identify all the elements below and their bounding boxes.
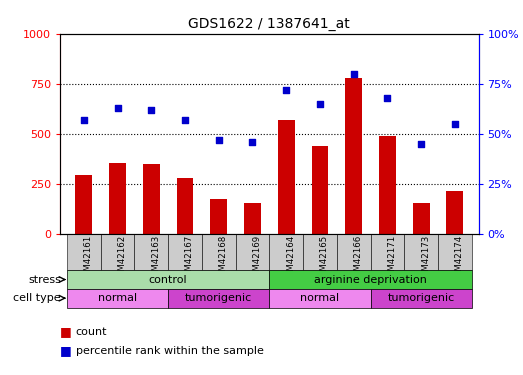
Text: GSM42164: GSM42164 [286, 235, 295, 282]
Point [316, 100, 324, 106]
Bar [210, 199, 227, 234]
Text: control: control [149, 274, 187, 285]
Bar [75, 175, 92, 234]
Text: tumorigenic: tumorigenic [388, 293, 455, 303]
Point [214, 136, 223, 142]
Text: GSM42173: GSM42173 [421, 235, 430, 282]
Bar [303, 234, 337, 270]
Bar [438, 234, 472, 270]
Point [349, 71, 358, 77]
Title: GDS1622 / 1387641_at: GDS1622 / 1387641_at [188, 17, 350, 32]
Bar [235, 234, 269, 270]
Point [79, 117, 88, 123]
Point [282, 87, 290, 93]
Text: stress: stress [28, 274, 61, 285]
Bar [134, 234, 168, 270]
Text: ■: ■ [60, 326, 72, 338]
Text: GSM42169: GSM42169 [253, 235, 262, 282]
Bar [269, 289, 371, 308]
Bar [447, 190, 463, 234]
Text: count: count [76, 327, 107, 337]
Text: percentile rank within the sample: percentile rank within the sample [76, 346, 264, 355]
Text: ■: ■ [60, 344, 72, 357]
Bar [312, 146, 328, 234]
Bar [100, 234, 134, 270]
Bar [413, 202, 429, 234]
Point [451, 121, 459, 127]
Point [147, 106, 155, 112]
Point [417, 141, 425, 147]
Bar [67, 234, 100, 270]
Text: GSM42166: GSM42166 [354, 235, 362, 282]
Bar [269, 234, 303, 270]
Bar [202, 234, 235, 270]
Point [248, 139, 257, 145]
Bar [345, 78, 362, 234]
Text: normal: normal [98, 293, 137, 303]
Text: GSM42167: GSM42167 [185, 235, 194, 282]
Bar [109, 163, 126, 234]
Bar [278, 120, 294, 234]
Bar [269, 270, 472, 289]
Point [113, 105, 122, 111]
Bar [143, 164, 160, 234]
Text: GSM42161: GSM42161 [84, 235, 93, 282]
Point [383, 95, 392, 101]
Text: GSM42171: GSM42171 [388, 235, 396, 282]
Bar [177, 178, 194, 234]
Text: GSM42163: GSM42163 [151, 235, 160, 282]
Text: cell type: cell type [13, 293, 61, 303]
Text: GSM42165: GSM42165 [320, 235, 329, 282]
Text: GSM42168: GSM42168 [219, 235, 228, 282]
Bar [67, 289, 168, 308]
Bar [371, 289, 472, 308]
Bar [371, 234, 404, 270]
Bar [168, 289, 269, 308]
Point [181, 117, 189, 123]
Text: tumorigenic: tumorigenic [185, 293, 253, 303]
Bar [168, 234, 202, 270]
Bar [337, 234, 371, 270]
Bar [67, 270, 269, 289]
Bar [404, 234, 438, 270]
Text: normal: normal [300, 293, 339, 303]
Bar [244, 202, 261, 234]
Text: arginine deprivation: arginine deprivation [314, 274, 427, 285]
Bar [379, 136, 396, 234]
Text: GSM42162: GSM42162 [118, 235, 127, 282]
Text: GSM42174: GSM42174 [455, 235, 464, 282]
